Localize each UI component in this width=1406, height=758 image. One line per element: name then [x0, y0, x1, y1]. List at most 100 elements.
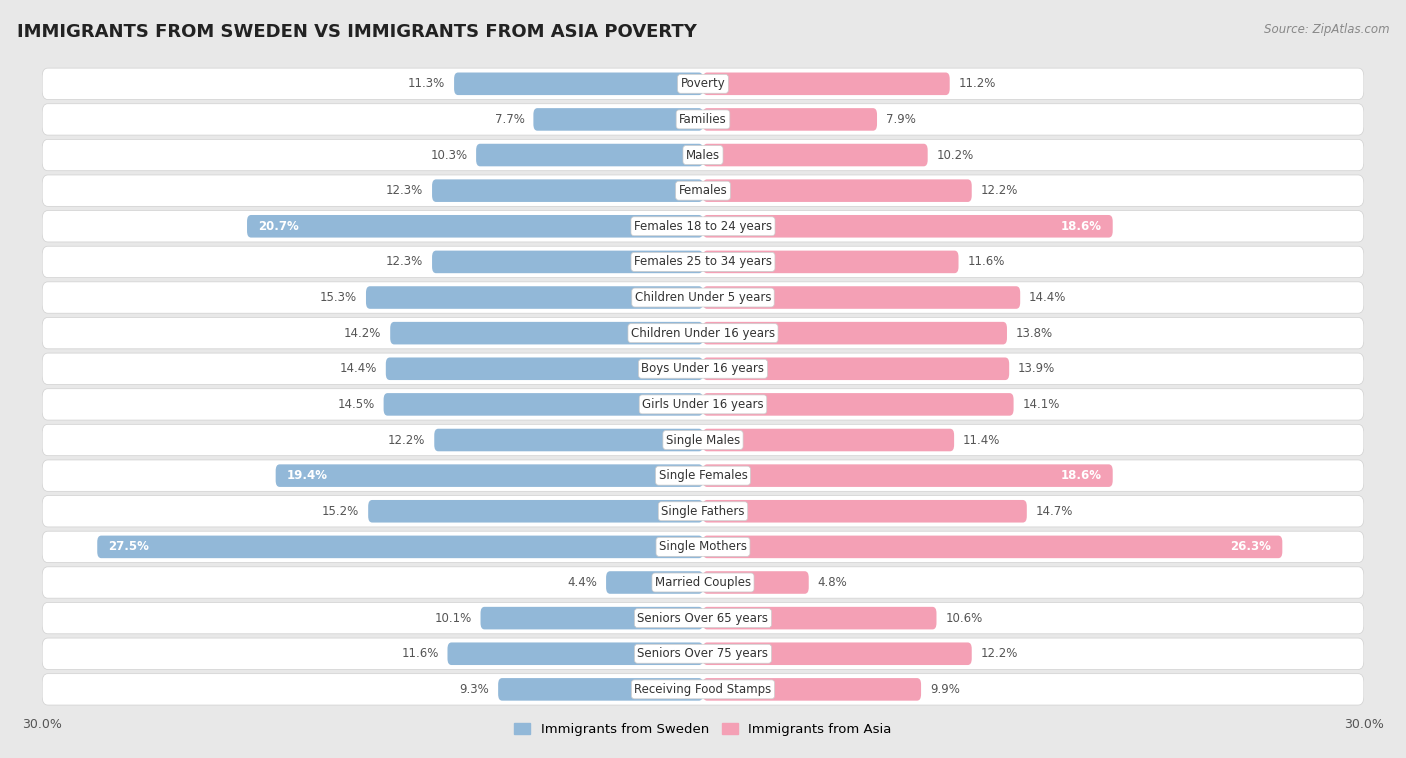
FancyBboxPatch shape — [481, 607, 703, 629]
FancyBboxPatch shape — [703, 500, 1026, 522]
FancyBboxPatch shape — [477, 144, 703, 166]
FancyBboxPatch shape — [42, 353, 1364, 384]
Text: 13.8%: 13.8% — [1015, 327, 1053, 340]
FancyBboxPatch shape — [368, 500, 703, 522]
Text: 14.5%: 14.5% — [337, 398, 375, 411]
FancyBboxPatch shape — [703, 73, 949, 95]
Text: 12.2%: 12.2% — [388, 434, 426, 446]
Text: 10.3%: 10.3% — [430, 149, 467, 161]
Text: 27.5%: 27.5% — [108, 540, 149, 553]
Text: Females 25 to 34 years: Females 25 to 34 years — [634, 255, 772, 268]
Text: 14.2%: 14.2% — [344, 327, 381, 340]
FancyBboxPatch shape — [703, 251, 959, 273]
FancyBboxPatch shape — [42, 246, 1364, 277]
Text: 10.2%: 10.2% — [936, 149, 974, 161]
Text: 7.7%: 7.7% — [495, 113, 524, 126]
Legend: Immigrants from Sweden, Immigrants from Asia: Immigrants from Sweden, Immigrants from … — [509, 718, 897, 742]
FancyBboxPatch shape — [447, 643, 703, 665]
FancyBboxPatch shape — [42, 567, 1364, 598]
FancyBboxPatch shape — [703, 180, 972, 202]
Text: Seniors Over 75 years: Seniors Over 75 years — [637, 647, 769, 660]
FancyBboxPatch shape — [703, 643, 972, 665]
FancyBboxPatch shape — [385, 358, 703, 380]
FancyBboxPatch shape — [703, 678, 921, 700]
FancyBboxPatch shape — [432, 180, 703, 202]
FancyBboxPatch shape — [434, 429, 703, 451]
Text: Single Males: Single Males — [666, 434, 740, 446]
FancyBboxPatch shape — [42, 674, 1364, 705]
FancyBboxPatch shape — [498, 678, 703, 700]
Text: 11.4%: 11.4% — [963, 434, 1000, 446]
Text: Families: Families — [679, 113, 727, 126]
Text: 18.6%: 18.6% — [1060, 469, 1102, 482]
Text: Females: Females — [679, 184, 727, 197]
Text: 11.6%: 11.6% — [401, 647, 439, 660]
Text: 4.4%: 4.4% — [568, 576, 598, 589]
Text: 12.2%: 12.2% — [980, 184, 1018, 197]
FancyBboxPatch shape — [703, 144, 928, 166]
Text: 14.1%: 14.1% — [1022, 398, 1060, 411]
FancyBboxPatch shape — [42, 638, 1364, 669]
Text: Single Fathers: Single Fathers — [661, 505, 745, 518]
Text: 10.6%: 10.6% — [945, 612, 983, 625]
FancyBboxPatch shape — [703, 429, 955, 451]
Text: 9.9%: 9.9% — [929, 683, 960, 696]
Text: 14.4%: 14.4% — [1029, 291, 1066, 304]
FancyBboxPatch shape — [703, 322, 1007, 344]
FancyBboxPatch shape — [454, 73, 703, 95]
FancyBboxPatch shape — [42, 389, 1364, 420]
Text: Poverty: Poverty — [681, 77, 725, 90]
FancyBboxPatch shape — [391, 322, 703, 344]
FancyBboxPatch shape — [42, 603, 1364, 634]
Text: 9.3%: 9.3% — [460, 683, 489, 696]
Text: 15.2%: 15.2% — [322, 505, 360, 518]
FancyBboxPatch shape — [42, 496, 1364, 527]
Text: Girls Under 16 years: Girls Under 16 years — [643, 398, 763, 411]
FancyBboxPatch shape — [42, 424, 1364, 456]
Text: Source: ZipAtlas.com: Source: ZipAtlas.com — [1264, 23, 1389, 36]
FancyBboxPatch shape — [703, 465, 1112, 487]
FancyBboxPatch shape — [703, 287, 1021, 309]
FancyBboxPatch shape — [42, 460, 1364, 491]
Text: Males: Males — [686, 149, 720, 161]
Text: 26.3%: 26.3% — [1230, 540, 1271, 553]
Text: 11.3%: 11.3% — [408, 77, 446, 90]
Text: 4.8%: 4.8% — [817, 576, 848, 589]
FancyBboxPatch shape — [703, 393, 1014, 415]
FancyBboxPatch shape — [42, 104, 1364, 135]
Text: 12.3%: 12.3% — [387, 184, 423, 197]
Text: Receiving Food Stamps: Receiving Food Stamps — [634, 683, 772, 696]
FancyBboxPatch shape — [276, 465, 703, 487]
Text: Children Under 16 years: Children Under 16 years — [631, 327, 775, 340]
FancyBboxPatch shape — [247, 215, 703, 237]
Text: Married Couples: Married Couples — [655, 576, 751, 589]
Text: 20.7%: 20.7% — [259, 220, 299, 233]
FancyBboxPatch shape — [703, 215, 1112, 237]
Text: 10.1%: 10.1% — [434, 612, 471, 625]
FancyBboxPatch shape — [42, 282, 1364, 313]
FancyBboxPatch shape — [703, 607, 936, 629]
Text: 11.6%: 11.6% — [967, 255, 1005, 268]
Text: Females 18 to 24 years: Females 18 to 24 years — [634, 220, 772, 233]
Text: 15.3%: 15.3% — [321, 291, 357, 304]
Text: IMMIGRANTS FROM SWEDEN VS IMMIGRANTS FROM ASIA POVERTY: IMMIGRANTS FROM SWEDEN VS IMMIGRANTS FRO… — [17, 23, 697, 41]
Text: 11.2%: 11.2% — [959, 77, 995, 90]
Text: 14.7%: 14.7% — [1036, 505, 1073, 518]
Text: 14.4%: 14.4% — [340, 362, 377, 375]
FancyBboxPatch shape — [42, 318, 1364, 349]
Text: 7.9%: 7.9% — [886, 113, 915, 126]
FancyBboxPatch shape — [97, 536, 703, 558]
FancyBboxPatch shape — [533, 108, 703, 130]
FancyBboxPatch shape — [606, 572, 703, 594]
FancyBboxPatch shape — [703, 358, 1010, 380]
Text: 12.2%: 12.2% — [980, 647, 1018, 660]
Text: 13.9%: 13.9% — [1018, 362, 1056, 375]
Text: Boys Under 16 years: Boys Under 16 years — [641, 362, 765, 375]
Text: 18.6%: 18.6% — [1060, 220, 1102, 233]
FancyBboxPatch shape — [42, 68, 1364, 99]
FancyBboxPatch shape — [703, 572, 808, 594]
Text: Single Mothers: Single Mothers — [659, 540, 747, 553]
Text: 12.3%: 12.3% — [387, 255, 423, 268]
Text: Children Under 5 years: Children Under 5 years — [634, 291, 772, 304]
FancyBboxPatch shape — [703, 536, 1282, 558]
